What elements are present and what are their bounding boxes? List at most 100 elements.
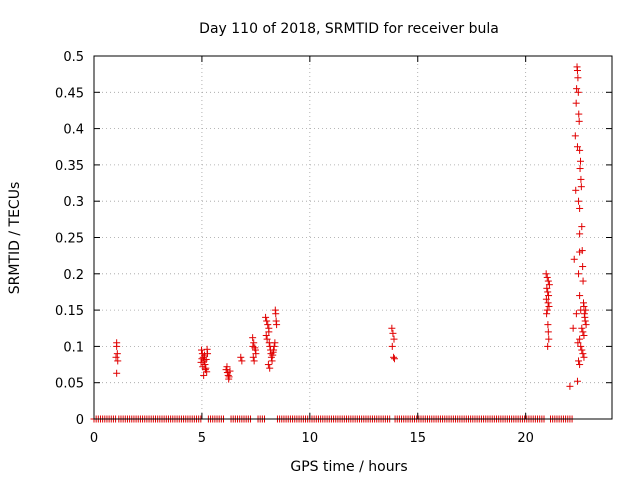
data-point (574, 74, 582, 82)
data-point (545, 281, 553, 289)
data-point (573, 85, 581, 93)
data-point (198, 355, 206, 363)
data-point (544, 321, 552, 329)
data-point (575, 197, 583, 205)
data-point (223, 363, 231, 371)
data-point (572, 99, 580, 107)
data-point (579, 350, 587, 358)
data-point (575, 110, 583, 118)
data-point (572, 186, 580, 194)
y-tick-label: 0.2 (63, 268, 84, 283)
data-point (268, 357, 276, 365)
y-tick-label: 0.35 (55, 159, 84, 174)
data-point (197, 346, 205, 354)
y-tick-label: 0.1 (63, 340, 84, 355)
y-tick-label: 0 (76, 413, 84, 428)
y-tick-label: 0.4 (63, 123, 84, 138)
data-point (572, 310, 580, 318)
data-point (272, 310, 280, 318)
data-point (390, 335, 398, 343)
x-tick-label: 5 (198, 431, 206, 446)
data-points (90, 63, 590, 423)
data-point (579, 277, 587, 285)
data-point (544, 277, 552, 285)
y-tick-label: 0.25 (55, 232, 84, 247)
data-point (566, 382, 574, 390)
data-point (201, 351, 209, 359)
x-tick-label: 10 (302, 431, 319, 446)
data-point (578, 324, 586, 332)
y-axis-label: SRMTID / TECUs (7, 182, 23, 295)
data-point (388, 324, 396, 332)
data-point (271, 339, 279, 347)
data-point (576, 292, 584, 300)
data-point (571, 132, 579, 140)
data-point (263, 317, 271, 325)
data-point (542, 270, 550, 278)
data-point (197, 358, 205, 366)
axis-ticks: 0 5 10 15 20 0 0.05 0.1 0.15 0.2 0.25 0.3 0.35 0.4 0.4… (55, 50, 612, 446)
y-tick-label: 0.05 (55, 377, 84, 392)
data-point (249, 342, 257, 350)
data-point (543, 273, 551, 281)
data-point (576, 204, 584, 212)
x-tick-label: 15 (409, 431, 426, 446)
data-point (544, 328, 552, 336)
data-point (577, 175, 585, 183)
data-point (578, 223, 586, 231)
chart-title: Day 110 of 2018, SRMTID for receiver bul… (199, 21, 499, 37)
data-point (576, 248, 584, 256)
data-point (250, 357, 258, 365)
data-point (580, 302, 588, 310)
data-point (226, 367, 234, 375)
data-point (114, 357, 122, 365)
data-point (388, 342, 396, 350)
data-point (389, 329, 397, 337)
data-point (273, 321, 281, 329)
x-tick-label: 20 (517, 431, 534, 446)
data-point (576, 335, 584, 343)
data-point (569, 324, 577, 332)
data-point (545, 335, 553, 343)
grid-lines (94, 56, 612, 419)
data-point (113, 369, 121, 377)
data-point (251, 346, 259, 354)
data-point (112, 353, 120, 361)
data-point (578, 346, 586, 354)
data-point (250, 339, 258, 347)
data-point (576, 361, 584, 369)
data-point (576, 157, 584, 165)
data-point (249, 334, 257, 342)
data-point (200, 371, 208, 379)
data-point (113, 342, 121, 350)
data-point (573, 377, 581, 385)
data-point (579, 263, 587, 271)
data-point (576, 165, 584, 173)
data-point (201, 366, 209, 374)
data-point (390, 355, 398, 363)
data-point (237, 353, 245, 361)
data-point (544, 299, 552, 307)
data-point (577, 183, 585, 191)
x-axis-label: GPS time / hours (290, 459, 407, 475)
y-tick-label: 0.45 (55, 86, 84, 101)
data-point (222, 366, 230, 374)
data-point (573, 67, 581, 75)
data-point (544, 288, 552, 296)
data-point (265, 328, 273, 336)
data-point (270, 342, 278, 350)
data-point (264, 321, 272, 329)
data-point (225, 375, 233, 383)
data-point (203, 345, 211, 353)
data-point (390, 353, 398, 361)
data-point (582, 306, 590, 314)
data-point (263, 335, 271, 343)
data-point (238, 357, 246, 365)
data-point (249, 353, 257, 361)
data-point (579, 328, 587, 336)
data-point (270, 346, 278, 354)
data-point (576, 146, 584, 154)
y-tick-label: 0.5 (63, 50, 84, 65)
y-tick-label: 0.15 (55, 304, 84, 319)
